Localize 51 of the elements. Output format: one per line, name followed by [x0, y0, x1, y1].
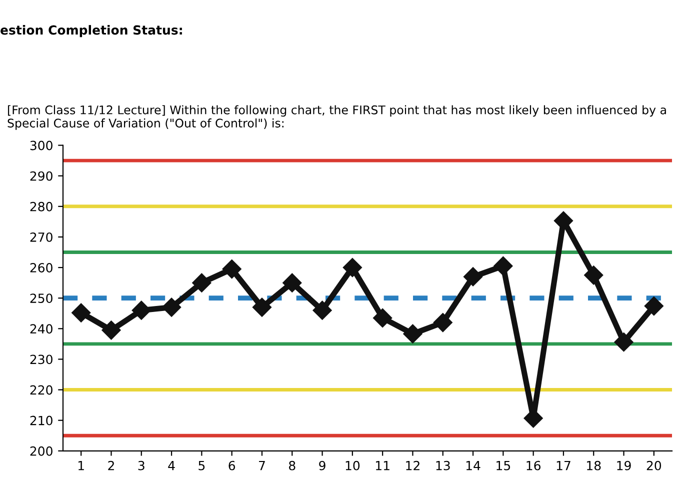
x-tick-label: 4: [168, 461, 175, 470]
x-tick-label: 19: [617, 460, 631, 470]
y-tick-label: 280: [30, 202, 52, 212]
x-tick-label: 11: [376, 461, 390, 470]
y-tick-label: 250: [30, 294, 52, 304]
y-tick-label: 240: [30, 324, 52, 334]
y-tick-label: 260: [30, 263, 52, 272]
point: [584, 266, 604, 285]
y-tick-label: 270: [30, 232, 52, 242]
x-tick-label: 14: [466, 461, 480, 470]
point: [132, 300, 151, 320]
x-tick-label: 13: [436, 460, 450, 470]
y-tick-label: 200: [30, 446, 52, 456]
x-tick-label: 15: [496, 461, 510, 470]
x-tick-label: 18: [587, 460, 601, 470]
text: estion Completion Status:: [0, 25, 182, 38]
point: [373, 308, 392, 328]
point: [342, 258, 362, 278]
x-tick-label: 9: [319, 460, 326, 470]
x-tick-label: 17: [556, 461, 570, 470]
point: [222, 260, 242, 279]
x-tick-label: 7: [259, 461, 265, 470]
point: [644, 296, 664, 316]
point: [403, 324, 422, 344]
point: [102, 320, 121, 340]
x-tick-label: 2: [108, 460, 114, 470]
point: [282, 273, 302, 292]
point: [433, 313, 452, 332]
x-tick-label: 3: [138, 460, 144, 470]
x-tick-label: 6: [228, 460, 236, 470]
point: [72, 303, 91, 322]
x-tick-label: 16: [526, 460, 540, 470]
y-tick-label: 300: [30, 140, 52, 150]
point: [252, 298, 272, 317]
point: [614, 332, 634, 352]
point: [192, 273, 212, 292]
y-tick-label: 210: [30, 416, 52, 426]
y-tick-label: 290: [30, 171, 52, 181]
x-tick-label: 8: [289, 460, 296, 470]
y-tick-label: 220: [30, 385, 52, 395]
x-tick-label: 1: [78, 461, 84, 470]
point: [162, 298, 182, 317]
x-tick-label: 10: [346, 460, 360, 470]
y-tick-label: 230: [30, 354, 52, 364]
x-tick-label: 12: [406, 460, 420, 470]
x-tick-label: 5: [198, 461, 205, 470]
point: [312, 300, 332, 320]
chart-title: [From Class 11/12 Lecture] Within the following chart, the FIRST point that has most likely been influenced by a Special Cause of Variation ("Out of Control") is:: [8, 105, 666, 130]
point: [494, 256, 513, 276]
point: [463, 267, 483, 286]
x-tick-label: 20: [646, 460, 662, 470]
